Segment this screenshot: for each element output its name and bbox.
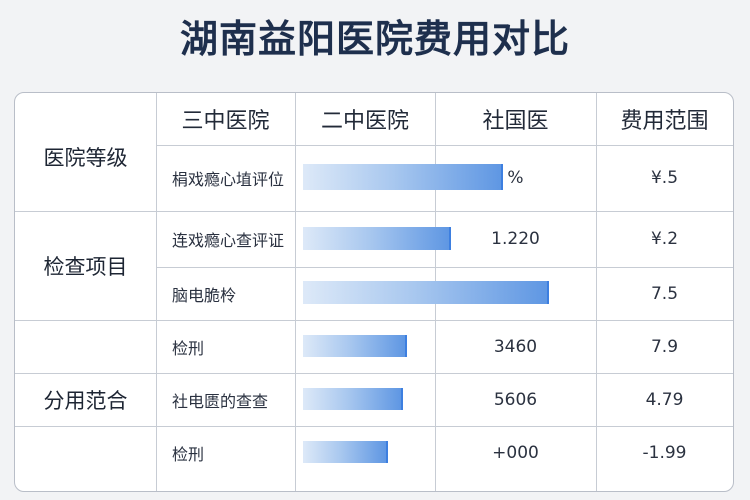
row-item-label: 脑电脆柃 [172, 285, 237, 305]
group-label-row-6 [15, 426, 156, 491]
row-value-col3: +000 [492, 442, 539, 463]
row-item-label: 检刑 [172, 444, 205, 464]
bar-1 [303, 227, 451, 250]
row-value-range: ¥.5 [650, 168, 679, 188]
header-col-3: 社国医 [482, 109, 549, 134]
header-col-4: 费用范围 [620, 109, 709, 134]
row-divider [15, 320, 733, 321]
col-divider [596, 93, 597, 491]
row-item-label: 社电匮的查查 [172, 391, 269, 411]
header-col-2: 二中医院 [320, 109, 409, 134]
row-value-col3: 5606 [493, 389, 538, 410]
row-value-col3: 1.220 [491, 229, 540, 249]
col-divider [295, 93, 296, 491]
row-value-range: ¥.2 [650, 229, 679, 249]
row-value-range: 4.79 [645, 389, 684, 410]
header-col-1: 三中医院 [181, 109, 270, 134]
row-divider [15, 426, 733, 427]
bar-5 [303, 441, 388, 463]
bar-0 [303, 164, 503, 190]
bar-4 [303, 388, 403, 410]
row-value-range: 7.9 [650, 336, 679, 357]
group-label-usage-range: 分用范合 [43, 388, 128, 413]
row-item-label: 连戏瘾心查评证 [172, 231, 285, 250]
row-divider [156, 267, 733, 268]
chart-title: 湖南益阳医院费用对比 [179, 17, 570, 61]
row-value-range: 7.5 [650, 283, 679, 304]
group-label-hospital-level: 医院等级 [43, 146, 128, 170]
bar-2 [303, 281, 549, 304]
row-value-col3 [555, 267, 596, 320]
bar-track [303, 281, 549, 304]
group-label-exam-items: 检查项目 [43, 254, 128, 279]
row-value-range: -1.99 [642, 442, 687, 463]
col-divider [156, 93, 157, 491]
row-divider [156, 145, 733, 146]
bar-track [303, 227, 498, 250]
row-item-label: 梋戏瘾心埴评位 [172, 170, 285, 189]
bar-track [303, 388, 547, 410]
row-value-col3: % [507, 168, 524, 188]
bar-track [303, 164, 503, 190]
row-divider [15, 373, 733, 374]
comparison-table: 三中医院 二中医院 社国医 费用范围 医院等级 检查项目 分用范合 梋戏瘾心埴评… [14, 92, 734, 492]
bar-track [303, 335, 547, 357]
row-value-col3: 3460 [493, 336, 538, 357]
bar-3 [303, 335, 407, 357]
bar-track [303, 441, 547, 463]
row-item-label: 检刑 [172, 338, 205, 358]
group-label-row-4 [15, 320, 156, 373]
row-divider [15, 211, 733, 212]
